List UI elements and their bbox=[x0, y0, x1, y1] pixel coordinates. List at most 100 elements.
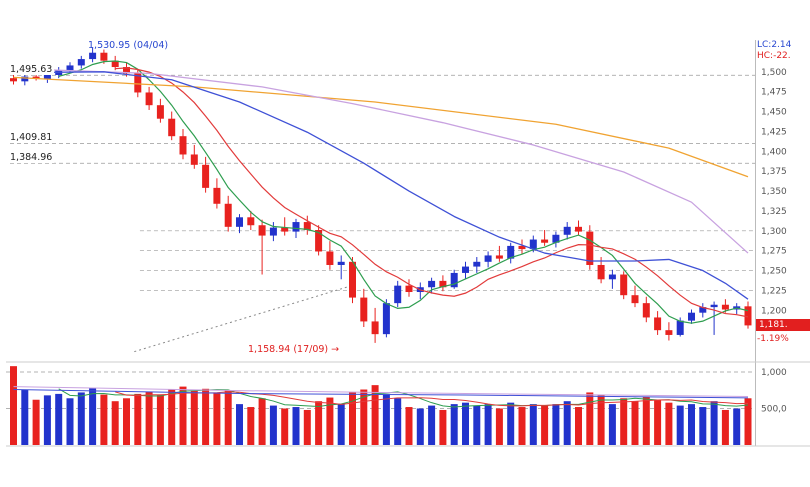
candle-body bbox=[699, 307, 707, 313]
ma-layer bbox=[13, 60, 749, 324]
candle-body bbox=[654, 317, 662, 331]
volume-ma-line bbox=[58, 388, 749, 408]
volume-bar bbox=[529, 404, 537, 445]
y-axis-label: 1,300 bbox=[761, 227, 787, 237]
volume-bar bbox=[710, 401, 718, 445]
candle-body bbox=[236, 217, 243, 227]
candle-body bbox=[394, 285, 402, 304]
candle-body bbox=[462, 266, 469, 273]
candle-body bbox=[428, 280, 436, 288]
y-axis-label: 1,400 bbox=[761, 147, 787, 157]
volume-bar bbox=[55, 393, 63, 445]
candle-body bbox=[586, 231, 594, 265]
volume-bar bbox=[258, 398, 266, 445]
volume-bar bbox=[292, 407, 300, 445]
candle-body bbox=[100, 52, 108, 61]
candles-layer bbox=[10, 47, 752, 343]
volume-bar bbox=[394, 398, 402, 445]
volume-ma-line bbox=[115, 391, 749, 407]
candle-body bbox=[484, 255, 492, 262]
candle-body bbox=[575, 226, 582, 232]
volume-bar bbox=[43, 395, 51, 445]
candle-body bbox=[247, 217, 255, 226]
dotted-trendline bbox=[134, 285, 350, 353]
hc-indicator-label: HC:-22. bbox=[757, 51, 791, 61]
y-axis-label: 1,375 bbox=[761, 167, 787, 177]
volume-bar bbox=[484, 404, 492, 445]
volume-bar bbox=[733, 408, 741, 445]
candle-body bbox=[213, 187, 221, 204]
y-axis-label: 1,450 bbox=[761, 108, 787, 118]
volume-bar bbox=[66, 398, 74, 445]
ma-orange bbox=[13, 76, 749, 178]
volume-bar bbox=[123, 398, 130, 445]
candle-body bbox=[665, 330, 673, 335]
volume-bar bbox=[586, 392, 594, 445]
candle-body bbox=[111, 60, 119, 68]
volume-ma-layer bbox=[13, 386, 749, 408]
candle-body bbox=[202, 164, 210, 188]
candle-body bbox=[688, 312, 695, 321]
candle-body bbox=[676, 320, 684, 335]
candle-body bbox=[371, 321, 379, 335]
volume-bar bbox=[676, 405, 684, 445]
volume-bar bbox=[462, 402, 469, 445]
volume-bar bbox=[77, 392, 85, 445]
level-label-1495: 1,495.63 bbox=[8, 64, 55, 75]
level-label-1409: 1,409.81 bbox=[8, 132, 55, 143]
axis-layer: 1,500 1,475 1,450 1,425 1,400 1,375 1,350 1,325… bbox=[6, 40, 810, 447]
candle-body bbox=[10, 78, 17, 82]
candle-body bbox=[450, 272, 458, 288]
volume-bar bbox=[224, 390, 232, 445]
candle-body bbox=[473, 261, 481, 267]
candle-body bbox=[518, 245, 526, 250]
y-axis-label: 1,350 bbox=[761, 187, 787, 197]
peak-price-annotation: 1,530.95 (04/04) bbox=[88, 40, 169, 51]
volume-bar bbox=[597, 395, 605, 445]
lc-indicator-label: LC:2.14 bbox=[757, 40, 792, 50]
candle-body bbox=[303, 222, 311, 231]
candle-body bbox=[631, 295, 639, 304]
candle-body bbox=[608, 274, 616, 280]
candle-body bbox=[315, 230, 323, 252]
candle-body bbox=[168, 118, 176, 137]
candle-body bbox=[224, 203, 232, 227]
candle-body bbox=[66, 65, 74, 71]
volume-bar bbox=[179, 386, 187, 445]
volume-bar bbox=[32, 399, 40, 445]
y-axis-label: 1,200 bbox=[761, 306, 787, 316]
volume-bar bbox=[10, 366, 17, 445]
price-ma-line bbox=[58, 60, 749, 324]
volume-bar bbox=[439, 409, 447, 445]
low-price-annotation: 1,158.94 (17/09) → bbox=[248, 344, 340, 355]
volume-bar bbox=[620, 398, 628, 445]
volume-layer bbox=[10, 366, 752, 445]
volume-bar bbox=[563, 401, 571, 445]
candle-body bbox=[541, 239, 549, 243]
volume-bar bbox=[552, 404, 560, 445]
volume-ma-line bbox=[13, 389, 749, 399]
volume-bar bbox=[744, 398, 752, 445]
ma-purple bbox=[13, 67, 749, 254]
candle-body bbox=[382, 303, 390, 335]
candle-body bbox=[360, 297, 368, 322]
y-axis-label: 1,225 bbox=[761, 286, 787, 296]
candle-body bbox=[269, 227, 277, 236]
volume-bar bbox=[360, 389, 368, 445]
candle-body bbox=[495, 255, 503, 259]
volume-axis-label: 500,0 bbox=[761, 405, 787, 415]
volume-bar bbox=[631, 401, 639, 445]
candle-body bbox=[134, 73, 142, 93]
volume-bar bbox=[428, 405, 436, 445]
level-label-1384: 1,384.96 bbox=[8, 152, 55, 163]
volume-bar bbox=[145, 391, 153, 445]
volume-bar bbox=[699, 407, 707, 445]
volume-bar bbox=[382, 393, 390, 445]
volume-bar bbox=[507, 402, 515, 445]
candle-body bbox=[281, 227, 289, 232]
candle-body bbox=[190, 154, 198, 165]
y-axis-label: 1,275 bbox=[761, 247, 787, 257]
volume-bar bbox=[21, 389, 29, 445]
candle-body bbox=[32, 76, 40, 79]
